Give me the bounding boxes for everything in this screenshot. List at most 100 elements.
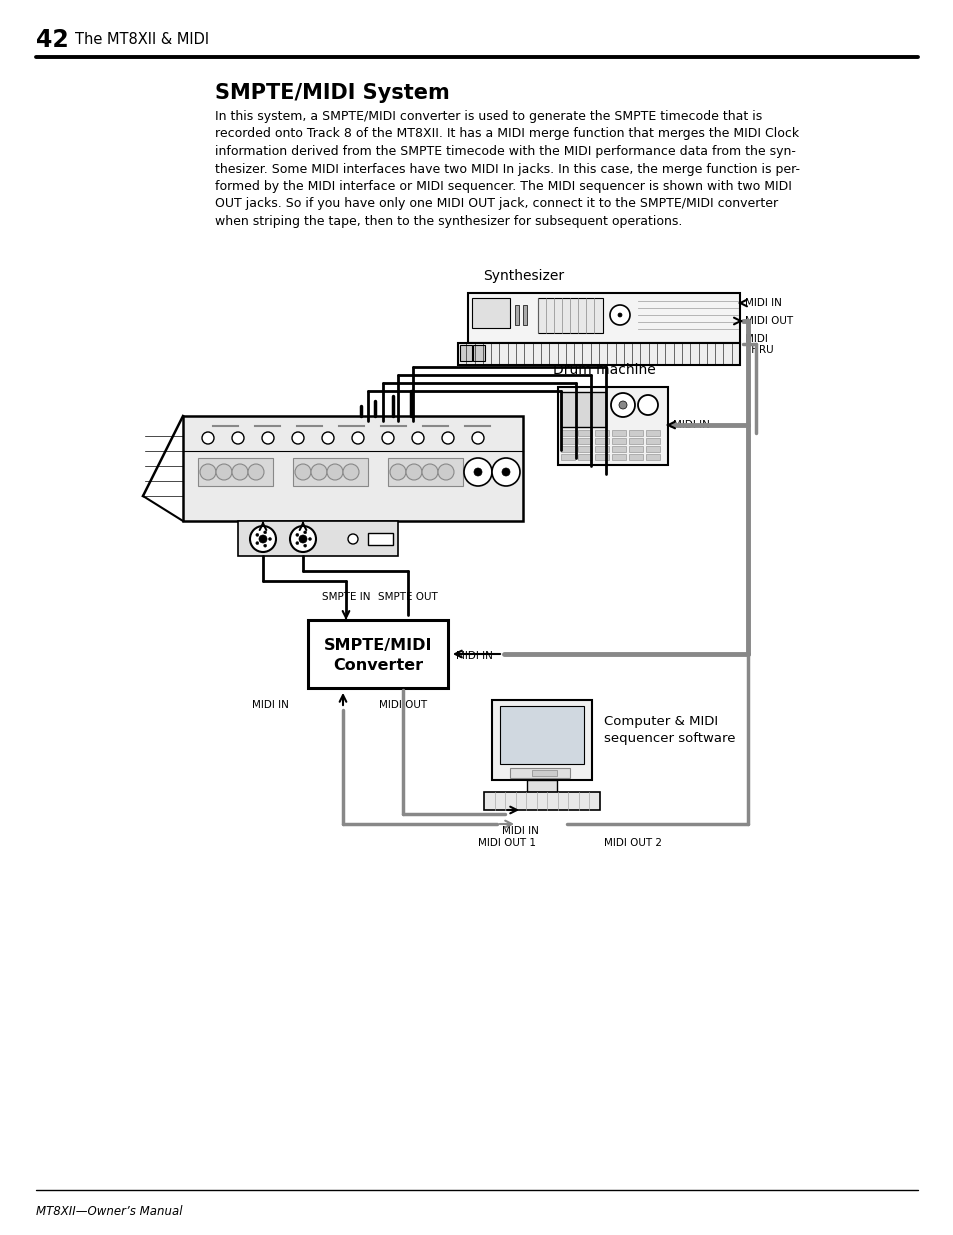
Bar bbox=[510, 768, 569, 778]
Bar bbox=[558, 387, 667, 466]
Bar bbox=[628, 438, 642, 445]
Circle shape bbox=[474, 468, 481, 475]
Text: MIDI IN: MIDI IN bbox=[456, 651, 493, 661]
Text: 42: 42 bbox=[36, 28, 69, 52]
Text: thesizer. Some MIDI interfaces have two MIDI In jacks. In this case, the merge f: thesizer. Some MIDI interfaces have two … bbox=[214, 163, 800, 175]
Circle shape bbox=[618, 401, 626, 409]
Circle shape bbox=[406, 464, 421, 480]
Circle shape bbox=[232, 464, 248, 480]
Circle shape bbox=[262, 432, 274, 445]
Circle shape bbox=[311, 464, 327, 480]
Bar bbox=[537, 298, 602, 333]
Bar bbox=[628, 446, 642, 452]
Text: Computer & MIDI: Computer & MIDI bbox=[603, 715, 718, 727]
Bar bbox=[560, 391, 605, 427]
Circle shape bbox=[501, 468, 510, 475]
Bar bbox=[492, 700, 592, 781]
Circle shape bbox=[492, 458, 519, 487]
Circle shape bbox=[381, 432, 394, 445]
Circle shape bbox=[618, 312, 621, 317]
Bar bbox=[198, 458, 273, 487]
Circle shape bbox=[292, 432, 304, 445]
Text: information derived from the SMPTE timecode with the MIDI performance data from : information derived from the SMPTE timec… bbox=[214, 144, 795, 158]
Circle shape bbox=[303, 531, 306, 534]
Circle shape bbox=[232, 432, 244, 445]
Bar bbox=[645, 454, 659, 459]
Circle shape bbox=[303, 545, 306, 547]
Circle shape bbox=[437, 464, 454, 480]
Bar bbox=[628, 454, 642, 459]
Circle shape bbox=[441, 432, 454, 445]
Bar bbox=[237, 521, 397, 556]
Circle shape bbox=[609, 305, 629, 325]
Circle shape bbox=[308, 537, 312, 541]
Bar bbox=[645, 446, 659, 452]
Bar bbox=[388, 458, 462, 487]
Text: MIDI OUT: MIDI OUT bbox=[744, 316, 792, 326]
Text: SMPTE/MIDI: SMPTE/MIDI bbox=[323, 638, 432, 653]
Bar bbox=[499, 706, 583, 764]
Text: MIDI IN: MIDI IN bbox=[744, 298, 781, 308]
Text: sequencer software: sequencer software bbox=[603, 732, 735, 745]
Bar bbox=[612, 430, 625, 436]
Text: OUT jacks. So if you have only one MIDI OUT jack, connect it to the SMPTE/MIDI c: OUT jacks. So if you have only one MIDI … bbox=[214, 198, 778, 210]
Bar bbox=[293, 458, 368, 487]
Text: In this system, a SMPTE/MIDI converter is used to generate the SMPTE timecode th: In this system, a SMPTE/MIDI converter i… bbox=[214, 110, 761, 124]
Bar bbox=[459, 345, 472, 361]
Bar bbox=[560, 438, 575, 445]
Text: SMPTE OUT: SMPTE OUT bbox=[377, 592, 437, 601]
Bar bbox=[457, 343, 740, 366]
Circle shape bbox=[200, 464, 215, 480]
Circle shape bbox=[638, 395, 658, 415]
Circle shape bbox=[250, 526, 275, 552]
Text: Converter: Converter bbox=[333, 658, 422, 673]
Circle shape bbox=[268, 537, 272, 541]
Circle shape bbox=[421, 464, 437, 480]
Bar bbox=[595, 438, 608, 445]
Circle shape bbox=[322, 432, 334, 445]
Bar bbox=[483, 792, 599, 810]
Text: MIDI OUT 1: MIDI OUT 1 bbox=[477, 839, 536, 848]
Bar bbox=[612, 454, 625, 459]
Circle shape bbox=[412, 432, 423, 445]
Bar bbox=[532, 769, 557, 776]
Circle shape bbox=[610, 393, 635, 417]
Text: MIDI IN: MIDI IN bbox=[501, 826, 537, 836]
Circle shape bbox=[352, 432, 364, 445]
Bar bbox=[612, 438, 625, 445]
Bar bbox=[595, 446, 608, 452]
Bar bbox=[468, 293, 740, 343]
Text: MIDI IN: MIDI IN bbox=[672, 420, 709, 430]
Text: Drum machine: Drum machine bbox=[553, 363, 655, 377]
Bar bbox=[612, 446, 625, 452]
Circle shape bbox=[263, 531, 267, 534]
Bar bbox=[183, 416, 522, 521]
Circle shape bbox=[258, 535, 267, 543]
Text: The MT8XII & MIDI: The MT8XII & MIDI bbox=[75, 32, 209, 47]
Text: THRU: THRU bbox=[744, 345, 773, 354]
Text: SMPTE/MIDI System: SMPTE/MIDI System bbox=[214, 83, 449, 103]
Bar bbox=[578, 430, 592, 436]
Bar bbox=[368, 534, 393, 545]
Circle shape bbox=[343, 464, 358, 480]
Circle shape bbox=[255, 534, 258, 536]
Text: MIDI OUT: MIDI OUT bbox=[378, 700, 427, 710]
Bar bbox=[472, 298, 510, 329]
Bar bbox=[515, 305, 518, 325]
Bar bbox=[595, 430, 608, 436]
Circle shape bbox=[202, 432, 213, 445]
Circle shape bbox=[290, 526, 315, 552]
Text: MIDI: MIDI bbox=[744, 333, 767, 345]
Bar bbox=[628, 430, 642, 436]
Bar bbox=[522, 305, 526, 325]
Circle shape bbox=[463, 458, 492, 487]
Text: recorded onto Track 8 of the MT8XII. It has a MIDI merge function that merges th: recorded onto Track 8 of the MT8XII. It … bbox=[214, 127, 799, 141]
Circle shape bbox=[248, 464, 264, 480]
Circle shape bbox=[295, 542, 298, 545]
Text: MT8XII—Owner’s Manual: MT8XII—Owner’s Manual bbox=[36, 1205, 182, 1218]
Circle shape bbox=[327, 464, 343, 480]
Bar bbox=[526, 781, 557, 792]
Bar bbox=[473, 345, 484, 361]
Bar bbox=[560, 454, 575, 459]
Text: MIDI OUT 2: MIDI OUT 2 bbox=[603, 839, 661, 848]
